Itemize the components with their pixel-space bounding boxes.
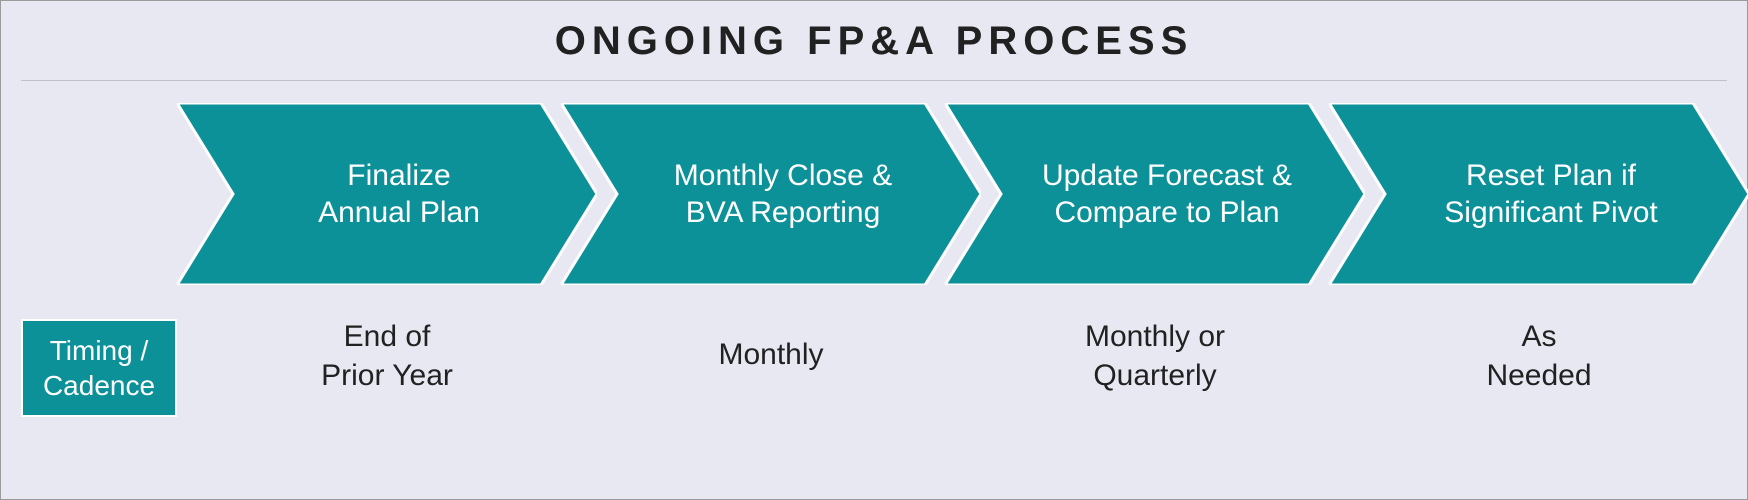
process-step-label-line2: Annual Plan <box>318 196 480 229</box>
cadence-item: Monthly <box>591 335 951 374</box>
process-step: Update Forecast & Compare to Plan <box>945 103 1365 285</box>
process-step-label-line1: Monthly Close & <box>674 159 892 192</box>
process-step: Reset Plan if Significant Pivot <box>1329 103 1748 285</box>
process-step: Monthly Close & BVA Reporting <box>561 103 981 285</box>
cadence-item-line1: Monthly <box>718 338 823 371</box>
cadence-badge-line2: Cadence <box>43 370 155 401</box>
process-step: Finalize Annual Plan <box>177 103 597 285</box>
diagram-title: ONGOING FP&A PROCESS <box>21 19 1727 80</box>
process-step-label-line2: Compare to Plan <box>1054 196 1279 229</box>
cadence-item: End of Prior Year <box>207 317 567 395</box>
process-step-label-line1: Finalize <box>347 159 450 192</box>
cadence-item: As Needed <box>1359 317 1719 395</box>
process-flow-row: Finalize Annual Plan Monthly Close & BVA Re… <box>21 89 1727 299</box>
cadence-item-line1: As <box>1521 320 1556 353</box>
process-step-label: Monthly Close & BVA Reporting <box>561 103 981 285</box>
cadence-item-line2: Needed <box>1486 359 1591 392</box>
process-step-label: Update Forecast & Compare to Plan <box>945 103 1365 285</box>
cadence-item: Monthly or Quarterly <box>975 317 1335 395</box>
process-step-label-line2: Significant Pivot <box>1444 196 1657 229</box>
process-step-label-line1: Reset Plan if <box>1466 159 1636 192</box>
cadence-badge-line1: Timing / <box>50 335 149 366</box>
diagram-canvas: ONGOING FP&A PROCESS Finalize Annual Plan… <box>0 0 1748 500</box>
cadence-item-line1: Monthly or <box>1085 320 1225 353</box>
process-step-label: Reset Plan if Significant Pivot <box>1329 103 1748 285</box>
title-divider <box>21 80 1727 81</box>
cadence-item-line2: Prior Year <box>321 359 453 392</box>
process-step-label-line2: BVA Reporting <box>686 196 881 229</box>
cadence-badge: Timing / Cadence <box>21 319 177 417</box>
cadence-item-line1: End of <box>344 320 431 353</box>
process-step-label: Finalize Annual Plan <box>177 103 597 285</box>
process-step-label-line1: Update Forecast & <box>1042 159 1292 192</box>
cadence-item-line2: Quarterly <box>1093 359 1216 392</box>
cadence-row: Timing / Cadence End of Prior Year Monthly… <box>21 299 1727 439</box>
